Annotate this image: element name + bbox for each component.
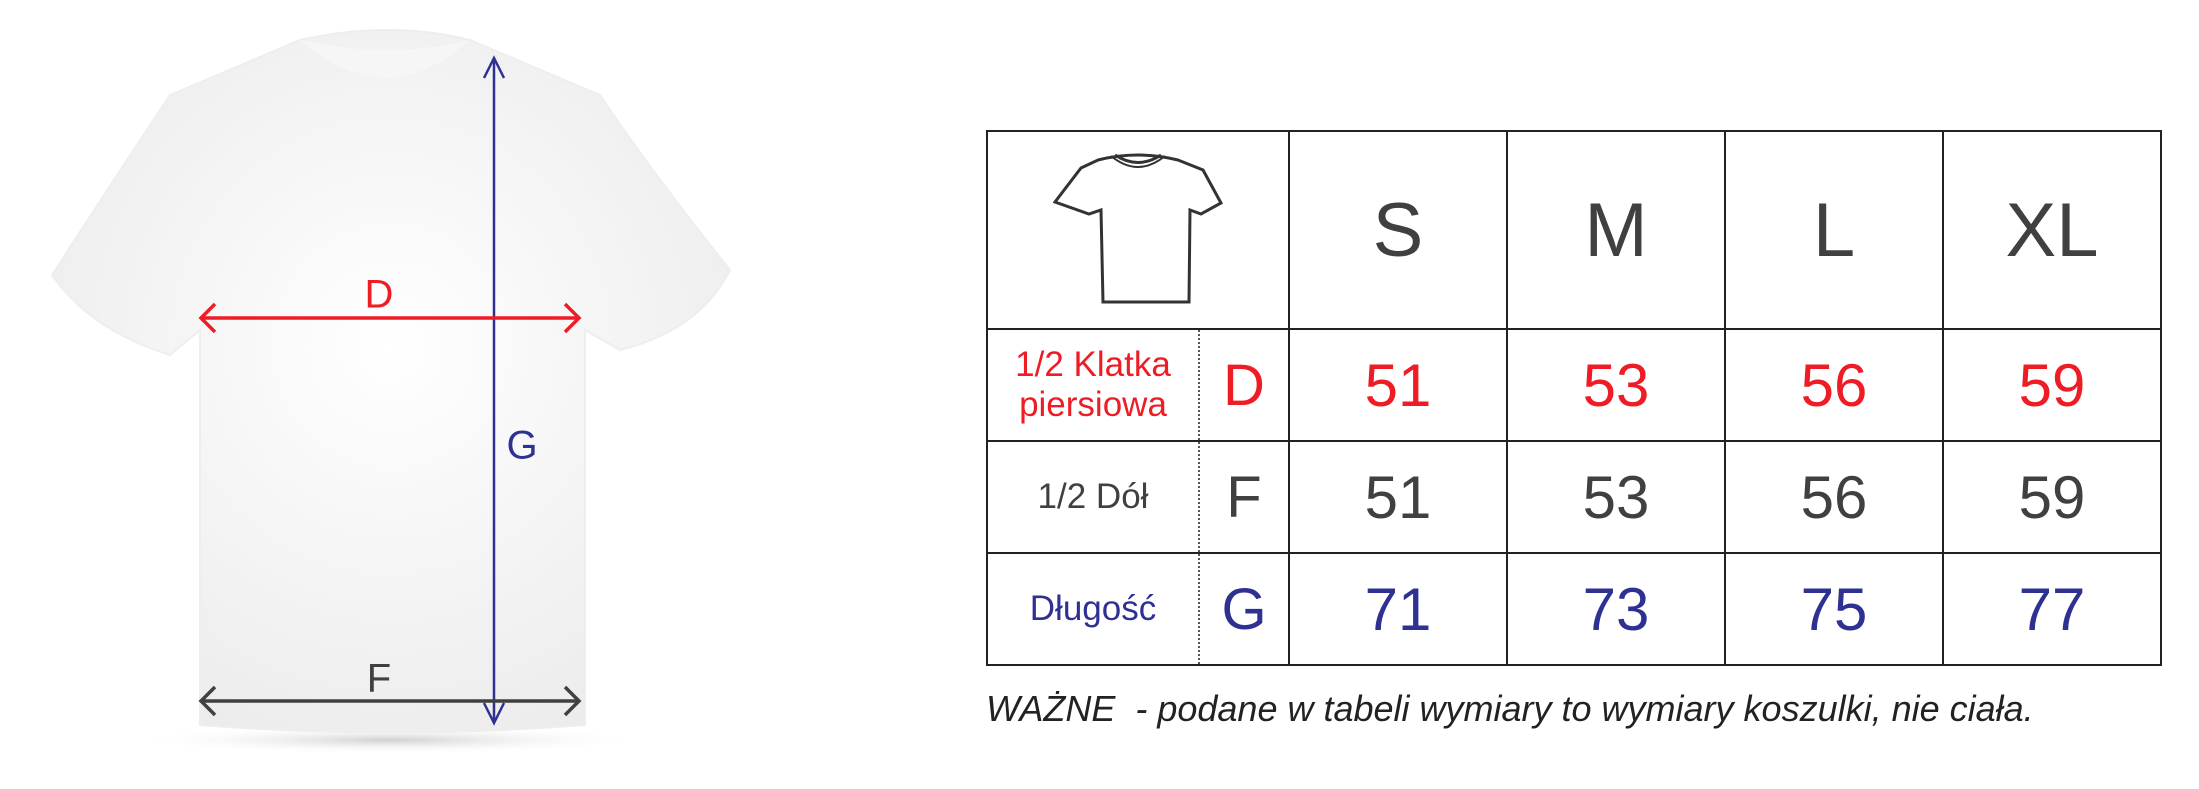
length-arrow bbox=[482, 55, 506, 726]
value-cell: 51 bbox=[1288, 440, 1508, 554]
important-note: WAŻNE - podane w tabeli wymiary to wymia… bbox=[986, 688, 2034, 729]
bottom-arrow bbox=[198, 685, 582, 717]
value-cell: 73 bbox=[1506, 552, 1726, 666]
bottom-row: 1/2 Dół F 51 53 56 59 bbox=[986, 440, 2162, 554]
size-m: M bbox=[1506, 130, 1726, 330]
chest-arrow bbox=[198, 302, 582, 334]
value-cell: 71 bbox=[1288, 552, 1508, 666]
value-cell: 59 bbox=[1942, 440, 2162, 554]
header-row: S M L XL bbox=[986, 130, 2162, 330]
row-letter: D bbox=[1199, 328, 1290, 442]
value-cell: 51 bbox=[1288, 328, 1508, 442]
chest-label: D bbox=[364, 272, 394, 317]
length-row: Długość G 71 73 75 77 bbox=[986, 552, 2162, 666]
row-name-line1: 1/2 Klatka bbox=[1015, 345, 1171, 384]
row-letter: F bbox=[1199, 440, 1290, 554]
bottom-label: F bbox=[366, 656, 392, 701]
value-cell: 56 bbox=[1724, 440, 1944, 554]
size-table: S M L XL 1/2 Klatka piersiowa D 51 53 56 … bbox=[986, 130, 2162, 666]
value-cell: 59 bbox=[1942, 328, 2162, 442]
value-cell: 77 bbox=[1942, 552, 2162, 666]
row-letter: G bbox=[1199, 552, 1290, 666]
row-name: 1/2 Dół bbox=[986, 440, 1200, 554]
value-cell: 53 bbox=[1506, 440, 1726, 554]
t-shirt-icon bbox=[50, 29, 732, 734]
size-s: S bbox=[1288, 130, 1508, 330]
size-xl: XL bbox=[1942, 130, 2162, 330]
row-name: 1/2 Klatka piersiowa bbox=[986, 328, 1200, 442]
row-name-line2: piersiowa bbox=[1019, 385, 1167, 424]
value-cell: 56 bbox=[1724, 328, 1944, 442]
t-shirt-outline-icon bbox=[1052, 153, 1224, 303]
size-l: L bbox=[1724, 130, 1944, 330]
value-cell: 53 bbox=[1506, 328, 1726, 442]
t-shirt-diagram bbox=[50, 29, 732, 754]
chest-row: 1/2 Klatka piersiowa D 51 53 56 59 bbox=[986, 328, 2162, 442]
shadow bbox=[130, 726, 650, 754]
row-name: Długość bbox=[986, 552, 1200, 666]
value-cell: 75 bbox=[1724, 552, 1944, 666]
header-icon-cell bbox=[986, 130, 1290, 330]
length-label: G bbox=[506, 423, 538, 468]
